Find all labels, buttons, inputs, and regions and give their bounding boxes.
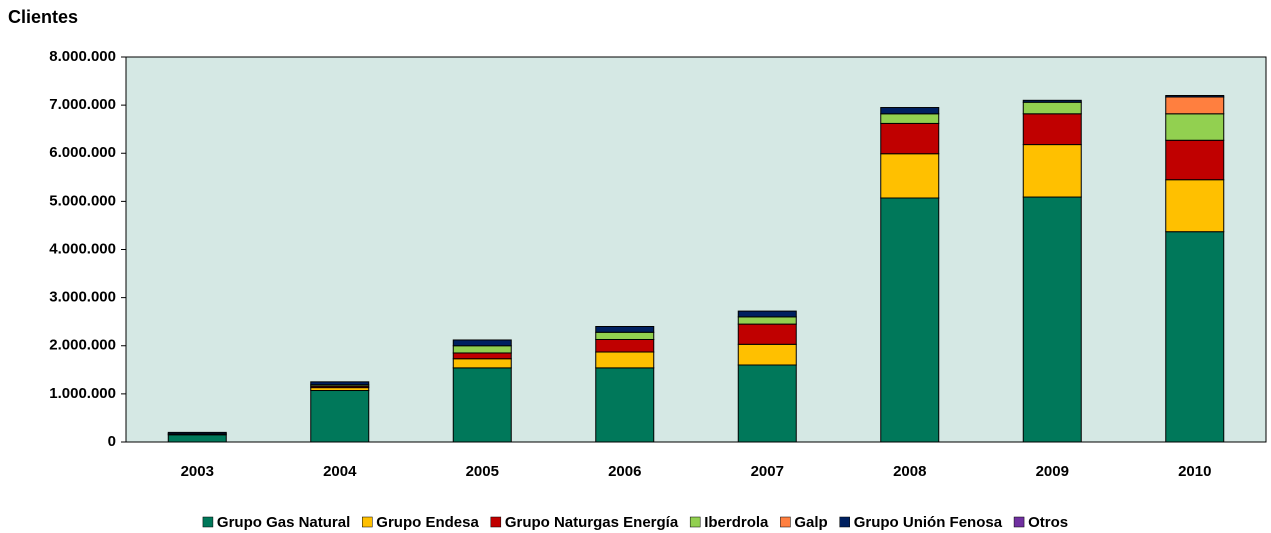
y-tick-label: 3.000.000 xyxy=(49,289,116,306)
legend-label: Grupo Unión Fenosa xyxy=(854,514,1003,531)
chart-title: Clientes xyxy=(8,7,78,27)
x-tick-label: 2006 xyxy=(608,463,641,480)
bar-segment xyxy=(1022,144,1082,198)
bar-segment xyxy=(595,326,655,333)
plot-area xyxy=(125,56,1267,443)
bar-segment xyxy=(880,122,940,155)
bar-segment xyxy=(452,358,512,369)
legend-swatch xyxy=(689,516,701,528)
legend-label: Grupo Endesa xyxy=(376,514,479,531)
bar-segment xyxy=(880,113,940,124)
bar-segment xyxy=(1165,95,1225,98)
bar-segment xyxy=(880,197,940,443)
y-tick-label: 5.000.000 xyxy=(49,192,116,209)
bar-segment xyxy=(452,345,512,354)
bar-segment xyxy=(452,339,512,347)
bar-segment xyxy=(595,331,655,340)
x-tick-label: 2004 xyxy=(323,463,357,480)
y-tick-label: 8.000.000 xyxy=(49,48,116,65)
x-tick-label: 2003 xyxy=(181,463,214,480)
bar-segment xyxy=(310,390,370,443)
x-tick-label: 2005 xyxy=(466,463,499,480)
legend-label: Galp xyxy=(794,514,827,531)
bar-segment xyxy=(1022,113,1082,146)
bar-segment xyxy=(595,351,655,369)
bar-segment xyxy=(737,310,797,318)
bar-segment xyxy=(737,343,797,366)
legend-label: Grupo Gas Natural xyxy=(217,514,350,531)
bar-segment xyxy=(880,107,940,115)
bar-segment xyxy=(737,323,797,345)
bar-segment xyxy=(1022,101,1082,115)
bar-segment xyxy=(1022,99,1082,103)
y-tick-label: 6.000.000 xyxy=(49,144,116,161)
y-tick-label: 2.000.000 xyxy=(49,337,116,354)
bar-segment xyxy=(1022,196,1082,443)
bar-segment xyxy=(1165,179,1225,233)
bar-segment xyxy=(167,434,227,443)
bar-segment xyxy=(1165,113,1225,141)
bar-segment xyxy=(1165,96,1225,115)
y-tick-label: 7.000.000 xyxy=(49,96,116,113)
legend-swatch xyxy=(780,516,791,528)
legend-swatch xyxy=(490,516,502,528)
y-tick-label: 1.000.000 xyxy=(49,385,116,402)
x-tick-label: 2009 xyxy=(1036,463,1069,480)
bar-segment xyxy=(880,153,940,199)
x-tick-label: 2008 xyxy=(893,463,926,480)
bar-segment xyxy=(1165,231,1225,443)
legend-swatch xyxy=(1013,516,1025,528)
legend-swatch xyxy=(202,516,214,528)
legend-label: Grupo Naturgas Energía xyxy=(505,514,679,531)
bar-segment xyxy=(595,367,655,443)
bar-segment xyxy=(737,316,797,325)
legend-swatch xyxy=(839,516,850,528)
bar-segment xyxy=(452,352,512,360)
bar-segment xyxy=(737,364,797,443)
bar-segment xyxy=(595,338,655,353)
x-tick-label: 2007 xyxy=(751,463,784,480)
y-tick-label: 4.000.000 xyxy=(49,240,116,257)
legend-label: Otros xyxy=(1028,514,1068,531)
legend-label: Iberdrola xyxy=(704,514,769,531)
y-tick-label: 0 xyxy=(108,433,116,450)
bar-segment xyxy=(452,367,512,443)
x-tick-label: 2010 xyxy=(1178,463,1211,480)
legend-swatch xyxy=(362,516,373,528)
bar-segment xyxy=(1165,139,1225,181)
bar-segment xyxy=(310,381,370,386)
bar-segment xyxy=(167,431,227,435)
